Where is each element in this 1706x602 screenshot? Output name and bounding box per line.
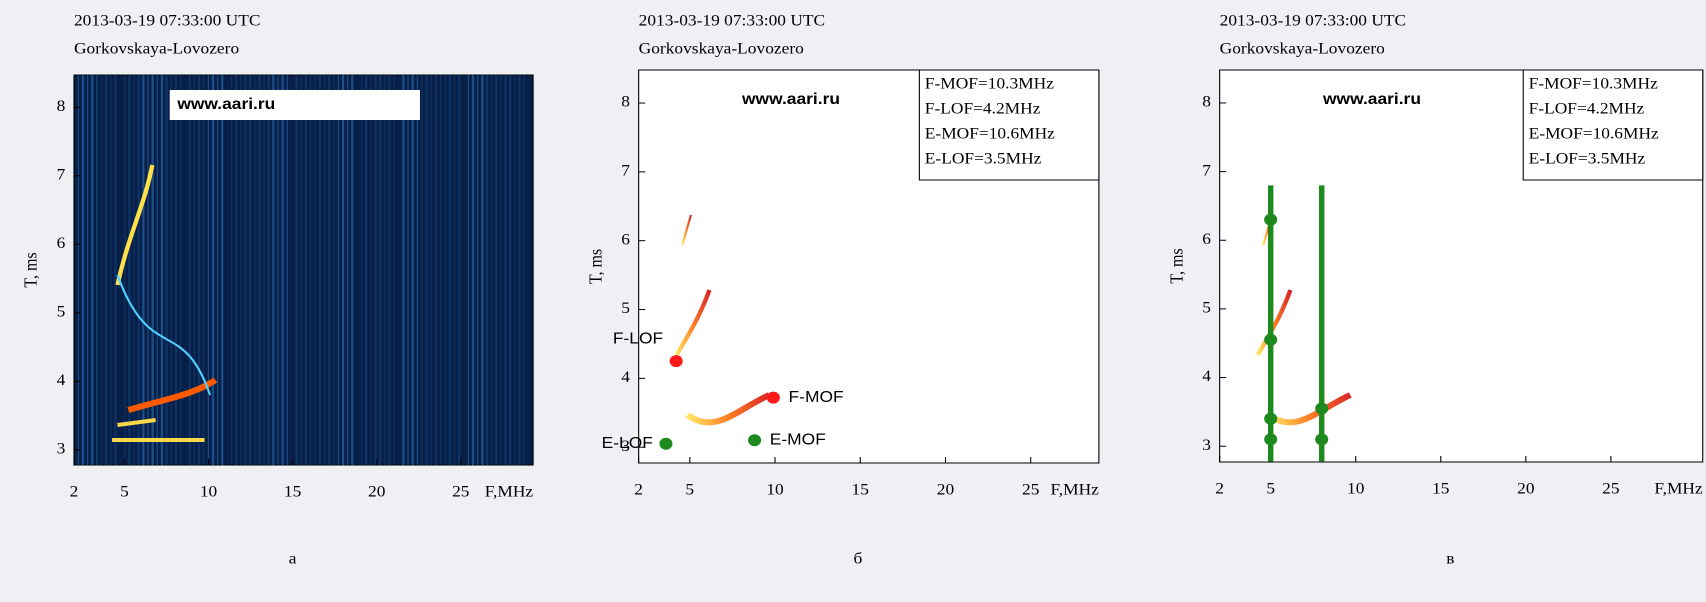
- point: [748, 434, 761, 446]
- y-axis-label: T, ms: [586, 249, 606, 284]
- y-tick-label: 8: [57, 97, 66, 115]
- watermark: www.aari.ru: [1322, 90, 1421, 108]
- point: [1264, 413, 1277, 425]
- panel-subtitle: Gorkovskaya-Lovozero: [1220, 39, 1385, 57]
- watermark: www.aari.ru: [176, 95, 275, 113]
- x-tick-label: 5: [120, 482, 129, 500]
- figure: 2013-03-19 07:33:00 UTC Gorkovskaya-Lovoz…: [0, 0, 1706, 602]
- point: [767, 392, 780, 404]
- x-tick-label: 20: [368, 482, 385, 500]
- y-tick-label: 5: [1202, 298, 1211, 316]
- y-tick-label: 6: [57, 234, 66, 252]
- panel: 2013-03-19 07:33:00 UTC Gorkovskaya-Lovoz…: [21, 11, 533, 567]
- panel-subtitle: Gorkovskaya-Lovozero: [639, 39, 804, 57]
- y-tick-label: 4: [621, 368, 630, 386]
- legend-text: F-LOF=4.2MHz: [925, 99, 1041, 117]
- point-label: F-MOF: [789, 387, 844, 405]
- legend-text: E-MOF=10.6MHz: [925, 124, 1055, 142]
- legend-text: E-LOF=3.5MHz: [925, 149, 1042, 167]
- y-tick-label: 7: [621, 161, 630, 179]
- y-tick-label: 5: [57, 302, 66, 320]
- x-tick-label: 5: [1266, 479, 1275, 497]
- point: [1264, 433, 1277, 445]
- legend-text: E-MOF=10.6MHz: [1529, 124, 1659, 142]
- y-tick-label: 6: [1202, 230, 1211, 248]
- x-tick-label: 25: [1602, 479, 1619, 497]
- panel-caption: а: [289, 549, 297, 567]
- x-tick-label: 10: [1347, 479, 1364, 497]
- y-axis-label: T, ms: [21, 252, 41, 287]
- y-tick-label: 8: [621, 92, 630, 110]
- x-tick-label: 25: [452, 482, 469, 500]
- point: [670, 355, 683, 367]
- x-axis-label: F,MHz: [485, 482, 533, 500]
- point: [659, 438, 672, 450]
- watermark: www.aari.ru: [741, 90, 840, 108]
- x-tick-label: 10: [766, 480, 783, 498]
- legend-text: F-MOF=10.3MHz: [1529, 74, 1658, 92]
- legend-text: E-LOF=3.5MHz: [1529, 149, 1646, 167]
- point-label: E-MOF: [770, 430, 826, 448]
- x-tick-label: 5: [685, 480, 694, 498]
- x-tick-label: 15: [852, 480, 869, 498]
- panel-caption: б: [853, 549, 862, 567]
- point-label: E-LOF: [602, 434, 653, 452]
- panel-title: 2013-03-19 07:33:00 UTC: [639, 11, 825, 29]
- legend-text: F-MOF=10.3MHz: [925, 74, 1054, 92]
- x-tick-label: 10: [200, 482, 217, 500]
- y-tick-label: 8: [1202, 92, 1211, 110]
- panel: 2013-03-19 07:33:00 UTC Gorkovskaya-Lovoz…: [586, 11, 1099, 567]
- legend-text: F-LOF=4.2MHz: [1529, 99, 1645, 117]
- panel-caption: в: [1446, 549, 1454, 567]
- x-tick-label: 20: [937, 480, 954, 498]
- point: [1315, 433, 1328, 445]
- x-tick-label: 2: [1215, 479, 1224, 497]
- point: [1264, 214, 1277, 226]
- y-tick-label: 4: [57, 371, 66, 389]
- point: [1264, 334, 1277, 346]
- panel-subtitle: Gorkovskaya-Lovozero: [74, 39, 239, 57]
- y-axis-label: T, ms: [1167, 248, 1187, 283]
- y-tick-label: 3: [1202, 436, 1211, 454]
- panel-title: 2013-03-19 07:33:00 UTC: [74, 11, 260, 29]
- x-tick-label: 20: [1517, 479, 1534, 497]
- y-tick-label: 3: [57, 439, 66, 457]
- panel: 2013-03-19 07:33:00 UTC Gorkovskaya-Lovoz…: [1167, 11, 1703, 567]
- panel-title: 2013-03-19 07:33:00 UTC: [1220, 11, 1406, 29]
- x-tick-label: 15: [284, 482, 301, 500]
- y-tick-label: 6: [621, 230, 630, 248]
- x-axis-label: F,MHz: [1051, 480, 1099, 498]
- x-axis-label: F,MHz: [1654, 479, 1702, 497]
- y-tick-label: 5: [621, 299, 630, 317]
- y-tick-label: 7: [1202, 161, 1211, 179]
- point-label: F-LOF: [613, 329, 663, 347]
- x-tick-label: 2: [70, 482, 79, 500]
- x-tick-label: 15: [1432, 479, 1449, 497]
- point: [1315, 402, 1328, 414]
- x-tick-label: 2: [634, 480, 643, 498]
- x-tick-label: 25: [1022, 480, 1039, 498]
- y-tick-label: 4: [1202, 367, 1211, 385]
- y-tick-label: 7: [57, 165, 66, 183]
